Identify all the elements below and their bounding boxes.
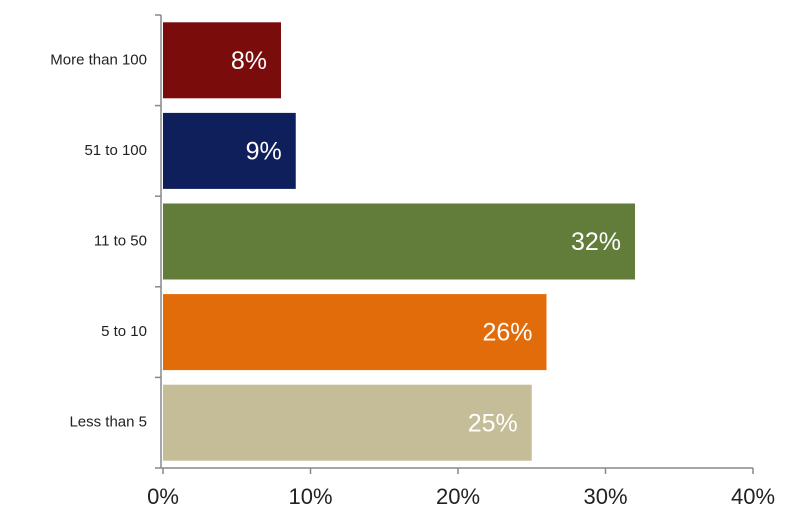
y-tick-label: Less than 5 bbox=[69, 414, 147, 431]
x-tick-label: 0% bbox=[147, 484, 179, 509]
x-tick-label: 10% bbox=[288, 484, 332, 509]
y-tick-label: 5 to 10 bbox=[101, 323, 147, 340]
y-tick-label: More than 100 bbox=[50, 51, 147, 68]
x-tick-label: 20% bbox=[436, 484, 480, 509]
data-label: 8% bbox=[231, 47, 267, 75]
x-tick-label: 30% bbox=[583, 484, 627, 509]
y-tick-label: 11 to 50 bbox=[94, 232, 147, 249]
x-tick-label: 40% bbox=[731, 484, 775, 509]
bar bbox=[163, 22, 281, 99]
data-label: 25% bbox=[468, 409, 518, 437]
data-label: 32% bbox=[571, 228, 621, 256]
bar bbox=[163, 384, 532, 461]
data-label: 26% bbox=[482, 319, 532, 347]
data-label: 9% bbox=[246, 138, 282, 166]
bar bbox=[163, 203, 635, 280]
y-tick-label: 51 to 100 bbox=[84, 142, 147, 159]
bar bbox=[163, 294, 547, 371]
bar bbox=[163, 112, 296, 189]
